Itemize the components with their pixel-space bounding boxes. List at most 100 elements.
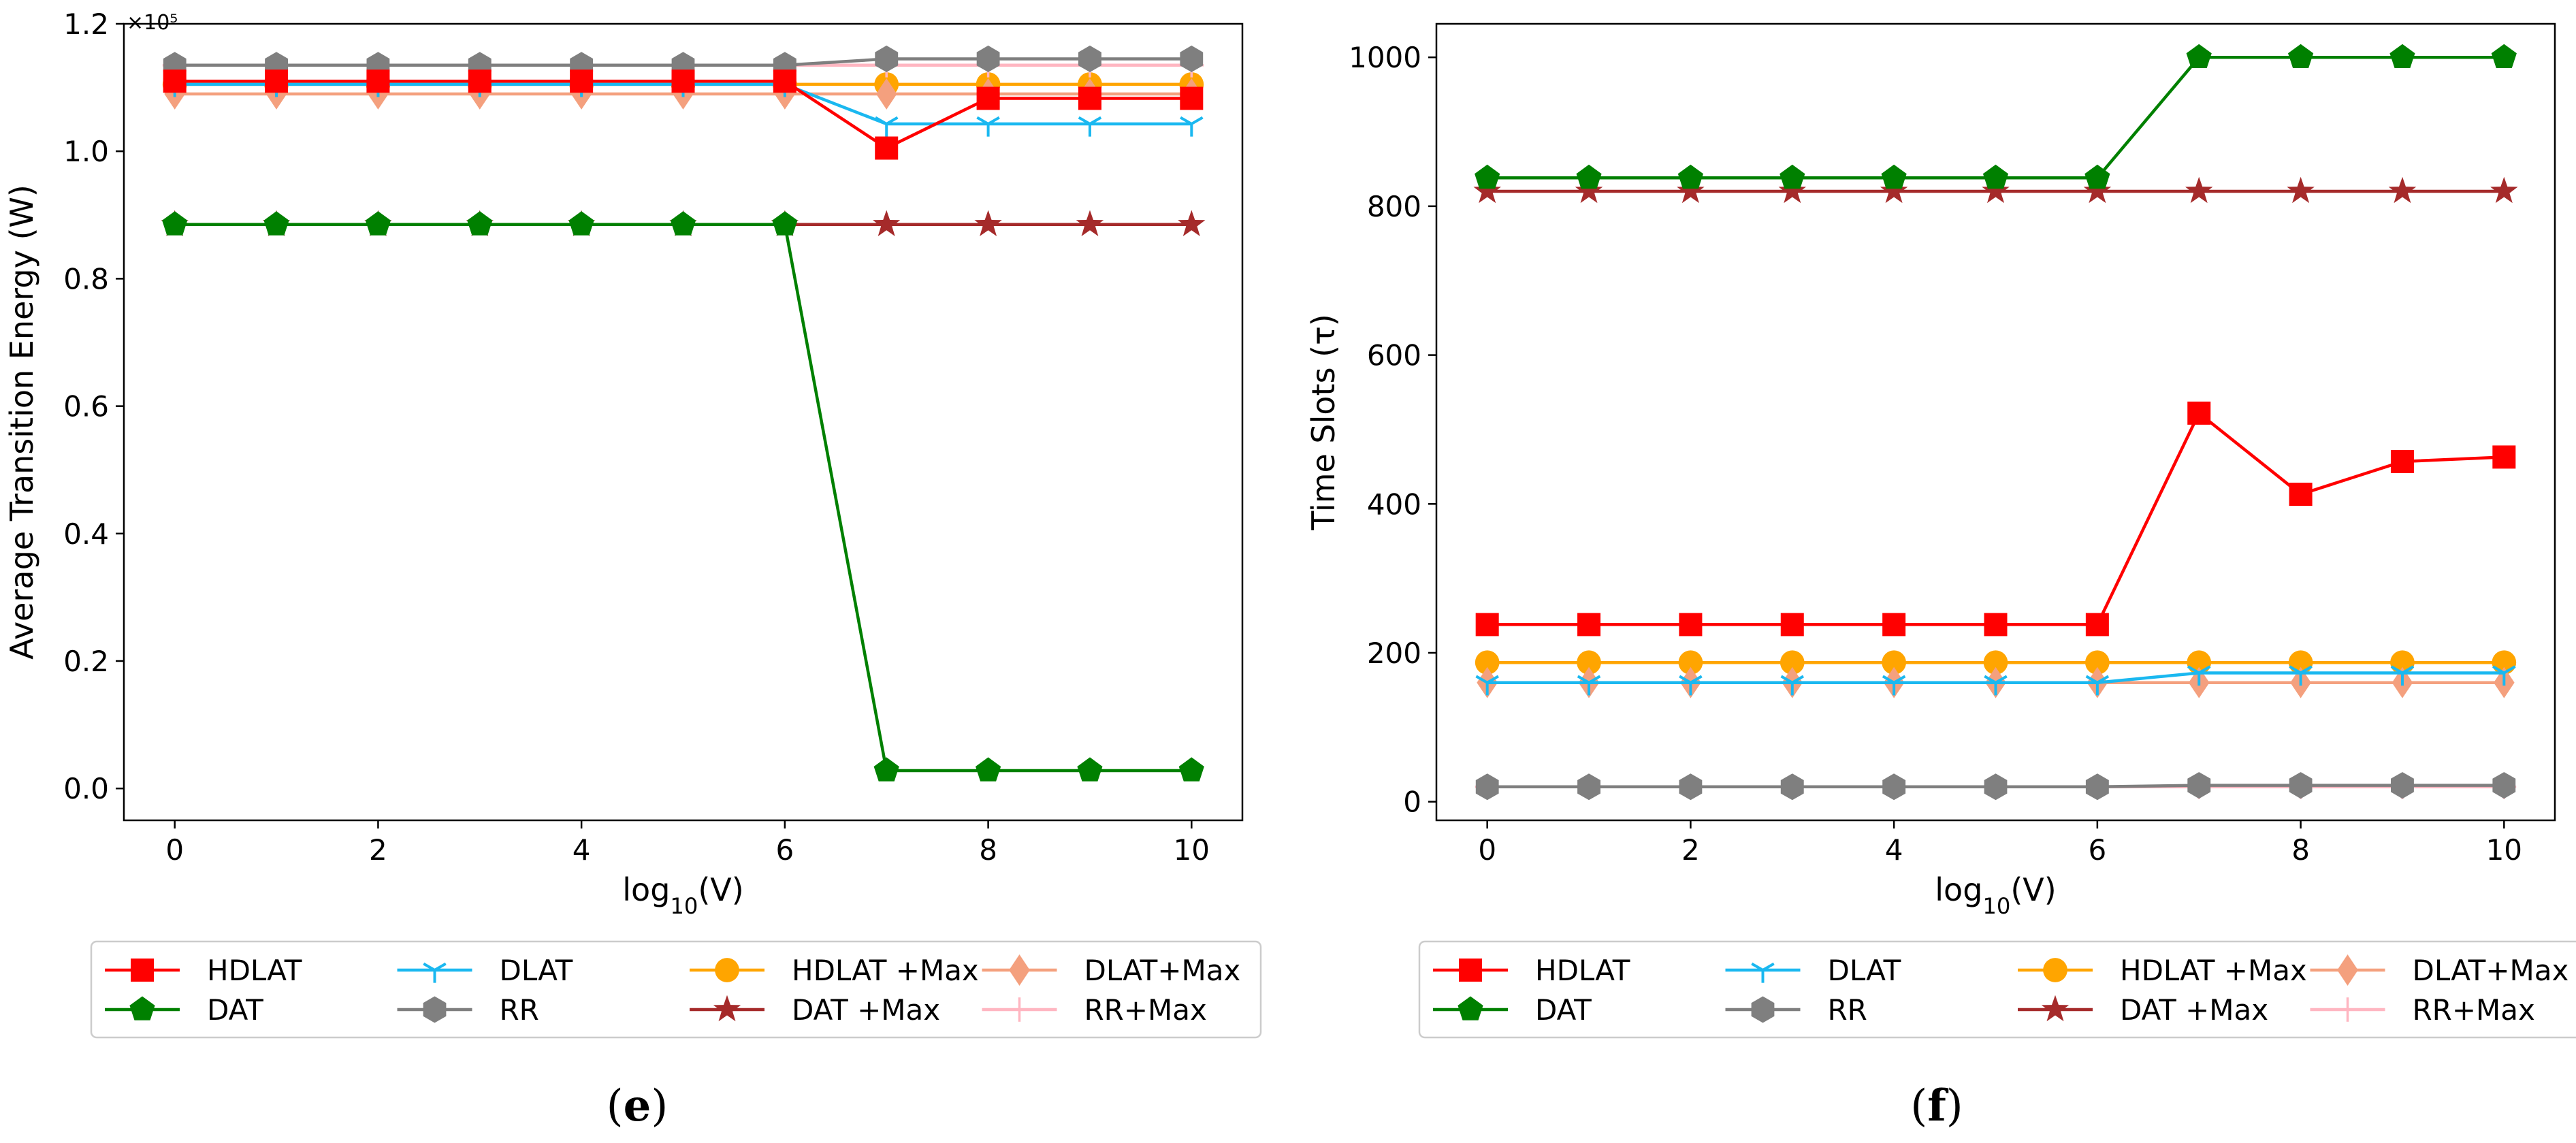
legend-marker xyxy=(131,959,154,982)
data-point xyxy=(976,86,1000,110)
legend-item: DAT xyxy=(1433,993,1592,1027)
legend-marker xyxy=(2043,958,2067,982)
x-tick-label: 10 xyxy=(2486,833,2522,867)
data-point xyxy=(2289,772,2313,799)
data-point xyxy=(570,69,594,93)
legend-label: HDLAT +Max xyxy=(2120,954,2307,987)
data-point xyxy=(1677,176,1705,204)
chart-e: 0 2 4 6 8 10 0.0 0.2 0.4 0.6 0.8 1.0 1.2 log10(V) Aver… xyxy=(3,7,1262,1131)
data-point xyxy=(873,757,899,782)
data-point xyxy=(365,211,391,236)
legend-item: HDLAT +Max xyxy=(690,954,979,987)
legend-item: DLAT xyxy=(397,954,573,987)
data-point xyxy=(2083,176,2112,204)
legend-marker xyxy=(2337,954,2358,986)
data-point xyxy=(2389,44,2415,68)
y-tick-label: 0.0 xyxy=(63,772,109,805)
data-point xyxy=(976,757,1001,782)
legend-item: RR+Max xyxy=(982,993,1207,1027)
legend-marker xyxy=(2335,997,2360,1022)
legend-label: RR+Max xyxy=(1084,993,1207,1027)
x-tick-label: 10 xyxy=(1174,833,1210,867)
legend-marker xyxy=(1458,996,1483,1020)
data-point xyxy=(162,211,188,236)
data-point xyxy=(2289,483,2313,506)
data-point xyxy=(2085,675,2110,696)
series-dat xyxy=(1475,44,2517,189)
data-point xyxy=(1982,164,2009,189)
data-point xyxy=(875,78,897,110)
legend-label: DAT +Max xyxy=(2120,993,2268,1027)
data-point xyxy=(1180,45,1204,72)
legend: HDLAT DAT DLAT RR HDLAT +Max DAT +Max DLAT+Max… xyxy=(1418,940,2576,1039)
legend-marker xyxy=(1007,997,1032,1022)
data-point xyxy=(1475,164,1500,189)
legend-marker xyxy=(1751,962,1775,983)
y-tick-label: 800 xyxy=(1367,190,1421,223)
x-tick-label: 8 xyxy=(2291,833,2310,867)
data-point xyxy=(468,69,492,93)
legend-item: HDLAT xyxy=(105,954,302,987)
data-point xyxy=(163,69,187,93)
y-tick-label: 0.2 xyxy=(63,645,109,678)
data-point xyxy=(1577,675,1601,696)
series-dat xyxy=(162,211,1204,782)
legend-label: DLAT+Max xyxy=(2413,954,2569,987)
data-point xyxy=(1076,210,1104,236)
y-tick-label: 0.4 xyxy=(63,517,109,551)
data-point xyxy=(1178,757,1204,782)
data-point xyxy=(1577,613,1601,637)
x-axis-label: log10(V) xyxy=(622,871,743,919)
data-point xyxy=(366,69,390,93)
legend-item: RR xyxy=(1725,993,1867,1027)
data-point xyxy=(2085,613,2109,637)
x-tick-label: 0 xyxy=(165,833,184,867)
data-point xyxy=(2492,772,2516,799)
series-hdlat xyxy=(163,69,1204,160)
data-point xyxy=(1780,613,1804,637)
data-point xyxy=(2085,650,2110,675)
legend-item: DAT +Max xyxy=(2018,993,2268,1027)
data-point xyxy=(875,136,899,160)
legend-label: RR xyxy=(500,993,539,1027)
legend-item: HDLAT +Max xyxy=(2018,954,2307,987)
x-tick-label: 2 xyxy=(1681,833,1700,867)
chart-f: 0 2 4 6 8 10 0 200 400 600 800 1000 log10(V) Time Slo… xyxy=(1305,22,2576,1131)
data-point xyxy=(1882,650,1906,675)
data-point xyxy=(1575,176,1603,204)
data-point xyxy=(1984,675,2008,696)
data-point xyxy=(2492,445,2516,469)
y-tick-label: 0 xyxy=(1403,786,1421,819)
data-point xyxy=(1882,675,1906,696)
series-hdlat-max xyxy=(1475,650,2517,675)
data-point xyxy=(2185,176,2213,204)
x-tick-label: 6 xyxy=(775,833,794,867)
data-point xyxy=(671,69,695,93)
legend-marker xyxy=(1459,959,1482,982)
legend-label: DLAT xyxy=(1828,954,1901,987)
y-tick-label: 1000 xyxy=(1349,41,1421,74)
data-point xyxy=(2288,44,2314,68)
data-point xyxy=(1880,176,1908,204)
data-point xyxy=(1078,86,1101,110)
data-point xyxy=(1984,613,2008,637)
plot-frame xyxy=(123,22,1244,822)
panel-label: (f) xyxy=(1910,1080,1963,1131)
y-tick-label: 1.2 xyxy=(63,7,109,41)
y-scale-label: ×10⁵ xyxy=(127,11,178,35)
data-point xyxy=(976,45,1000,72)
legend: HDLAT DAT DLAT RR HDLAT +Max DAT +Max DLAT+Max… xyxy=(90,940,1262,1039)
data-point xyxy=(1780,773,1804,801)
legend-item: HDLAT xyxy=(1433,954,1630,987)
data-point xyxy=(1882,773,1906,801)
data-point xyxy=(976,116,1000,137)
legend-label: DAT +Max xyxy=(792,993,940,1027)
data-point xyxy=(1475,773,1499,801)
data-point xyxy=(1881,164,1907,189)
legend-item: DAT xyxy=(105,993,263,1027)
x-tick-label: 2 xyxy=(369,833,387,867)
data-point xyxy=(773,69,796,93)
data-point xyxy=(2187,772,2211,799)
data-point xyxy=(1475,675,1499,696)
